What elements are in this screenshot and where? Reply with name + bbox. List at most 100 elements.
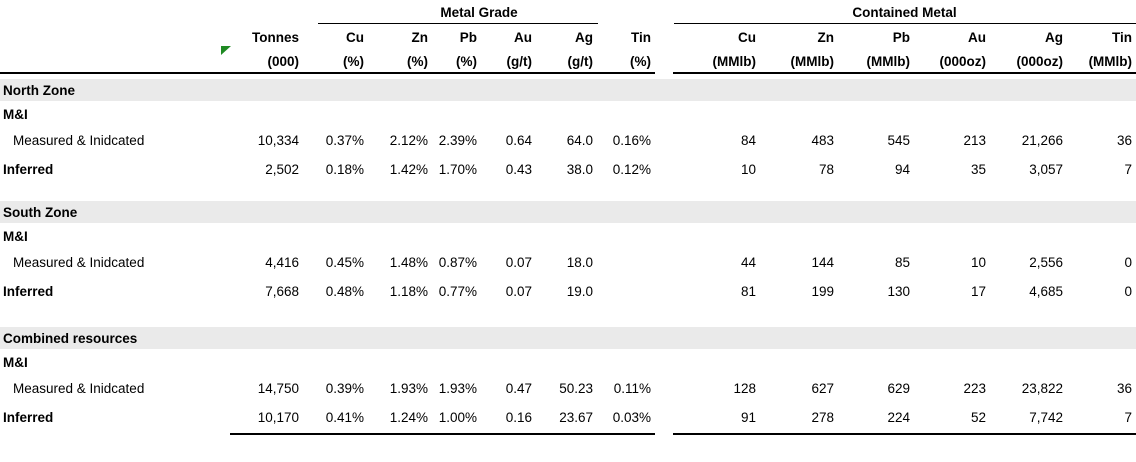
value-cell[interactable] [838,349,914,376]
unit-pb-grade[interactable]: (%) [432,50,481,74]
col-header-tonnes[interactable]: Tonnes [252,30,299,45]
value-cell[interactable] [536,349,597,376]
value-cell[interactable]: 0.87% [438,255,477,270]
value-cell[interactable]: 81 [741,284,757,299]
value-cell[interactable] [303,223,368,250]
unit-tin-metal[interactable]: (MMlb) [1067,50,1136,74]
value-cell[interactable]: 64.0 [566,133,593,148]
value-cell[interactable] [432,223,481,250]
value-cell[interactable]: 0.18% [325,162,364,177]
value-cell[interactable]: 483 [811,133,835,148]
value-cell[interactable]: 0 [1124,255,1133,270]
unit-au-metal[interactable]: (000oz) [914,50,991,74]
value-cell[interactable]: 1.93% [389,381,428,396]
value-cell[interactable] [368,349,432,376]
col-header-cu-grade[interactable]: Cu [346,30,364,45]
value-cell[interactable] [1067,223,1136,250]
value-cell[interactable]: 10,334 [257,133,299,148]
value-cell[interactable]: 0 [1124,284,1133,299]
value-cell[interactable] [597,275,655,308]
value-cell[interactable]: 36 [1117,381,1133,396]
value-cell[interactable]: 1.24% [368,401,432,435]
value-cell[interactable] [838,101,914,128]
value-cell[interactable]: 91 [673,401,761,435]
value-cell[interactable] [673,349,760,376]
unit-tin-grade[interactable]: (%) [597,50,656,74]
value-cell[interactable] [230,349,303,376]
value-cell[interactable]: 224 [838,401,915,435]
col-header-au-metal[interactable]: Au [968,30,987,45]
row-label[interactable]: Measured & Inidcated [13,381,145,396]
section-title[interactable]: Combined resources [0,327,1136,349]
value-cell[interactable]: 629 [887,381,911,396]
value-cell[interactable] [914,223,990,250]
value-cell[interactable]: 1.70% [438,162,477,177]
value-cell[interactable]: 0.16% [612,133,652,148]
value-cell[interactable]: 0.12% [612,162,652,177]
value-cell[interactable]: 0.03% [597,401,656,435]
unit-pb-metal[interactable]: (MMlb) [838,50,915,74]
value-cell[interactable]: 10,170 [230,401,303,435]
unit-ag-grade[interactable]: (g/t) [536,50,597,74]
value-cell[interactable] [760,101,838,128]
value-cell[interactable] [481,349,536,376]
value-cell[interactable]: 0.48% [325,284,364,299]
value-cell[interactable] [838,223,914,250]
value-cell[interactable]: 223 [963,381,987,396]
value-cell[interactable] [673,223,760,250]
value-cell[interactable] [597,101,655,128]
value-cell[interactable]: 17 [971,284,987,299]
value-cell[interactable] [481,223,536,250]
value-cell[interactable] [673,101,760,128]
value-cell[interactable]: 52 [914,401,991,435]
value-cell[interactable]: 0.07 [505,284,532,299]
value-cell[interactable] [536,223,597,250]
value-cell[interactable]: 2.39% [438,133,477,148]
row-label[interactable]: M&I [3,229,28,244]
value-cell[interactable]: 130 [887,284,911,299]
section-title[interactable]: South Zone [0,201,1136,223]
value-cell[interactable]: 7 [1067,401,1136,435]
value-cell[interactable]: 7 [1124,162,1133,177]
section-title[interactable]: North Zone [0,79,1136,101]
col-header-cu-metal[interactable]: Cu [738,30,757,45]
value-cell[interactable]: 128 [733,381,757,396]
contained-metal-group-header[interactable]: Contained Metal [673,0,1136,25]
value-cell[interactable]: 0.64 [505,133,532,148]
row-label[interactable]: M&I [3,355,28,370]
value-cell[interactable] [368,223,432,250]
value-cell[interactable] [230,223,303,250]
value-cell[interactable]: 10 [971,255,987,270]
unit-cu-grade[interactable]: (%) [303,50,368,74]
value-cell[interactable] [432,101,481,128]
value-cell[interactable] [536,101,597,128]
row-label[interactable]: M&I [3,107,28,122]
value-cell[interactable]: 0.07 [505,255,532,270]
value-cell[interactable] [368,101,432,128]
value-cell[interactable] [303,101,368,128]
value-cell[interactable]: 0.16 [481,401,536,435]
value-cell[interactable]: 4,685 [1029,284,1064,299]
value-cell[interactable]: 7,668 [265,284,299,299]
col-header-pb-metal[interactable]: Pb [892,30,911,45]
value-cell[interactable]: 10 [741,162,757,177]
value-cell[interactable] [990,101,1067,128]
col-header-ag-metal[interactable]: Ag [1045,30,1064,45]
value-cell[interactable]: 36 [1117,133,1133,148]
unit-tonnes[interactable]: (000) [230,50,303,74]
col-header-zn-grade[interactable]: Zn [411,30,429,45]
value-cell[interactable]: 0.37% [325,133,364,148]
value-cell[interactable]: 0.43 [505,162,532,177]
row-label[interactable]: Inferred [3,410,54,425]
value-cell[interactable]: 2,556 [1029,255,1064,270]
unit-zn-grade[interactable]: (%) [368,50,432,74]
value-cell[interactable]: 21,266 [1021,133,1064,148]
value-cell[interactable]: 627 [811,381,835,396]
value-cell[interactable] [597,250,655,275]
unit-ag-metal[interactable]: (000oz) [990,50,1068,74]
value-cell[interactable]: 14,750 [257,381,299,396]
col-header-ag-grade[interactable]: Ag [575,30,593,45]
value-cell[interactable]: 0.47 [505,381,532,396]
value-cell[interactable]: 35 [971,162,987,177]
row-label[interactable]: Inferred [3,284,54,299]
